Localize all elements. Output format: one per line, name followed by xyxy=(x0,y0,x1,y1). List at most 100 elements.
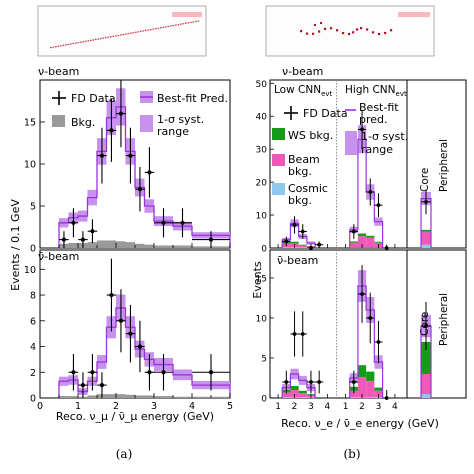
data-point xyxy=(292,332,297,336)
data-point xyxy=(284,239,289,244)
legend-fd-data: FD Data xyxy=(71,92,116,105)
beam-bkg-bar xyxy=(366,381,375,398)
event-hit xyxy=(162,26,165,28)
ylabel-b: Events xyxy=(251,261,264,299)
event-hit xyxy=(192,21,195,23)
data-point xyxy=(292,223,297,227)
y-tick-label: 6 xyxy=(30,316,36,327)
bkg-bar xyxy=(87,242,97,248)
beam-label-a-bottom: ν̄-beam xyxy=(38,250,79,263)
event-hit xyxy=(122,33,125,36)
event-hit xyxy=(320,22,322,24)
beam-bkg-bar xyxy=(290,390,299,398)
event-hit xyxy=(115,35,117,37)
event-hit xyxy=(102,37,105,39)
data-point xyxy=(109,128,114,133)
ws-bkg-bar xyxy=(421,342,431,374)
beam-bkg-bar xyxy=(366,237,375,248)
cosmic-bkg-bar xyxy=(366,397,375,398)
x-tick-label: 2 xyxy=(359,402,365,412)
ws-bkg-bar xyxy=(374,241,383,243)
x-tick-label: 0 xyxy=(37,401,43,412)
bkg-bar xyxy=(97,240,107,248)
x-tick-label: 3 xyxy=(376,402,382,412)
data-point xyxy=(128,153,133,158)
ws-bkg-bar xyxy=(298,390,307,394)
event-hit xyxy=(182,23,185,25)
event-hit xyxy=(92,39,95,41)
y-tick-label: 8 xyxy=(30,291,36,302)
event-hit xyxy=(107,36,110,38)
event-hit xyxy=(77,42,80,44)
event-hit xyxy=(95,38,97,41)
event-hit xyxy=(62,44,65,46)
event-hit xyxy=(127,33,130,35)
bkg-bar xyxy=(173,396,192,398)
bkg-bar xyxy=(125,394,135,398)
ws-bkg-bar xyxy=(298,244,307,246)
beam-label-a-top: ν-beam xyxy=(38,65,79,78)
xlabel-a: Reco. ν_μ / ν̄_μ energy (GeV) xyxy=(56,410,214,423)
beam-bkg-bar xyxy=(298,393,307,398)
event-hit xyxy=(142,30,145,32)
x-tick-label: 1 xyxy=(343,402,349,412)
ws-bkg-bar xyxy=(421,229,431,232)
cosmic-bkg-bar xyxy=(298,397,307,398)
caption-a: (a) xyxy=(116,447,133,461)
event-display-left xyxy=(37,5,207,57)
bkg-bar xyxy=(68,396,78,398)
data-point xyxy=(71,220,76,225)
data-point xyxy=(360,127,364,132)
legend-b-band-1: 1-σ syst. xyxy=(361,130,408,143)
ylabel-a: Events / 0.1 GeV xyxy=(9,199,22,291)
y-tick-label: 40 xyxy=(256,113,268,123)
y-tick-label: 4 xyxy=(30,342,36,353)
y-tick-label: 10 xyxy=(256,315,268,325)
event-hit xyxy=(324,27,327,30)
event-hit xyxy=(135,31,137,33)
event-hit xyxy=(155,28,157,30)
event-hit xyxy=(55,46,57,48)
data-point xyxy=(147,170,152,175)
event-hit xyxy=(175,24,177,26)
region-low-cnn: Low CNNevt xyxy=(274,84,333,98)
event-hit xyxy=(372,31,375,34)
legend-a: FD Data Bkg. Best-fit Pred. 1-σ syst. ra… xyxy=(52,91,228,138)
data-point xyxy=(161,220,166,225)
event-hit xyxy=(60,45,62,47)
region-peripheral-top: Peripheral xyxy=(438,139,450,192)
y-tick-label: 0 xyxy=(261,245,267,255)
ws-bkg-bar xyxy=(357,233,367,237)
beam-bkg-bar xyxy=(357,377,367,398)
beam-bkg-bar xyxy=(349,242,358,248)
event-hit xyxy=(314,24,316,26)
data-point xyxy=(284,380,289,384)
bkg-bar xyxy=(135,243,145,248)
legend-b-beam-2: bkg. xyxy=(288,165,312,178)
data-point xyxy=(368,190,373,194)
y-tick-label: 0 xyxy=(261,395,267,405)
bkg-bar xyxy=(106,394,116,398)
data-point xyxy=(90,370,95,375)
data-point xyxy=(384,246,389,250)
event-hit xyxy=(172,24,175,27)
legend-b-cosmic-2: bkg. xyxy=(288,194,312,207)
event-hit xyxy=(312,32,315,35)
bkg-bar xyxy=(68,242,78,248)
bkg-bar xyxy=(144,244,154,248)
event-hit xyxy=(336,29,339,32)
bkg-bar xyxy=(87,395,97,398)
data-point xyxy=(317,380,322,384)
data-point xyxy=(300,229,305,234)
event-hit xyxy=(170,25,172,27)
plot-nue-nu: 0 10 20 30 40 50 xyxy=(256,80,432,255)
x-tick-label: 2 xyxy=(292,402,298,412)
data-point xyxy=(99,153,105,158)
x-tick-label: 4 xyxy=(325,402,331,412)
event-hit xyxy=(306,32,309,35)
event-hit xyxy=(356,28,359,31)
beam-bkg-bar xyxy=(349,390,358,398)
y-tick-label: 50 xyxy=(256,80,268,90)
legend-b-ws: WS bkg. xyxy=(288,129,333,142)
y-tick-label: 0 xyxy=(30,394,36,405)
